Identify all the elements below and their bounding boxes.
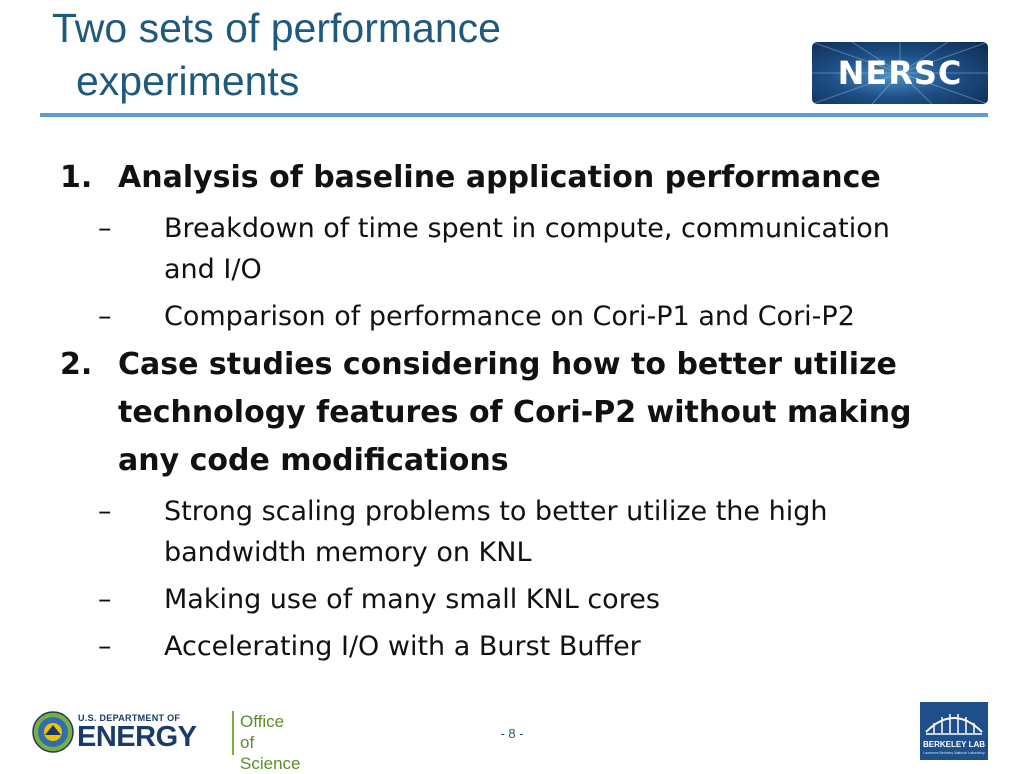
sub-item-text: Accelerating I/O with a Burst Buffer	[164, 631, 641, 662]
sub-item: – Strong scaling problems to better util…	[60, 491, 970, 573]
list-item-2: 2. Case studies considering how to bette…	[60, 341, 970, 485]
slide-title: Two sets of performance experiments	[52, 2, 612, 108]
item-heading: Case studies considering how to better u…	[118, 347, 912, 478]
item-number: 1.	[60, 160, 93, 195]
slide-body: 1. Analysis of baseline application perf…	[60, 150, 970, 671]
sub-item-text: Strong scaling problems to better utiliz…	[164, 496, 828, 568]
page-number: - 8 -	[500, 726, 524, 741]
sub-item: – Breakdown of time spent in compute, co…	[60, 208, 970, 290]
doe-seal-icon	[32, 711, 74, 753]
sub-item-text: Breakdown of time spent in compute, comm…	[164, 213, 890, 285]
title-line-2: experiments	[76, 58, 300, 104]
dash-bullet: –	[98, 631, 112, 662]
sub-item: – Comparison of performance on Cori-P1 a…	[60, 296, 970, 337]
office-line-2: Science	[240, 754, 301, 773]
berkeley-dome-icon	[925, 714, 983, 735]
sub-item-text: Making use of many small KNL cores	[164, 584, 660, 615]
item-number: 2.	[60, 347, 93, 382]
berkeley-lab-logo: BERKELEY LAB Lawrence Berkeley National …	[920, 702, 988, 760]
title-line-1: Two sets of performance	[52, 5, 501, 51]
dash-bullet: –	[98, 496, 112, 527]
berkeley-lab-subtext: Lawrence Berkeley National Laboratory	[923, 751, 985, 755]
doe-department-text: U.S. DEPARTMENT OF	[78, 713, 181, 723]
sub-item: – Accelerating I/O with a Burst Buffer	[60, 626, 970, 667]
office-of-science-text: Office of Science	[240, 711, 300, 774]
doe-office-of-science-logo: U.S. DEPARTMENT OF ENERGY Office of Scie…	[32, 705, 300, 773]
nersc-wordmark: NERSC	[837, 54, 963, 92]
sub-item-text: Comparison of performance on Cori-P1 and…	[164, 301, 855, 332]
dash-bullet: –	[98, 213, 112, 244]
doe-divider	[232, 711, 234, 755]
dash-bullet: –	[98, 584, 112, 615]
dash-bullet: –	[98, 301, 112, 332]
berkeley-lab-text: BERKELEY LAB	[922, 740, 986, 749]
sub-item: – Making use of many small KNL cores	[60, 579, 970, 620]
list-item-1: 1. Analysis of baseline application perf…	[60, 154, 970, 202]
title-divider	[40, 113, 988, 117]
doe-energy-text: ENERGY	[77, 721, 197, 753]
office-line-1: Office of	[240, 712, 285, 752]
nersc-logo: NERSC	[812, 42, 988, 104]
item-heading: Analysis of baseline application perform…	[118, 160, 881, 195]
